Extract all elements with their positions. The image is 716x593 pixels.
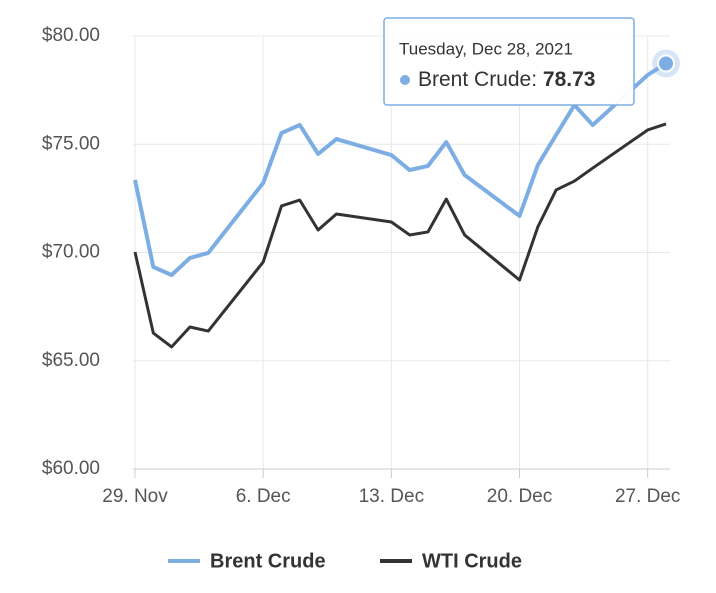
legend-label: Brent Crude: [210, 550, 326, 572]
hover-point: [657, 54, 675, 73]
tooltip-series: Brent Crude:: [418, 68, 537, 91]
y-tick-label: $65.00: [42, 350, 100, 371]
x-tick-label: 6. Dec: [236, 486, 291, 507]
series-line: [133, 61, 668, 278]
lines: [133, 49, 680, 349]
y-tick-label: $75.00: [42, 133, 100, 154]
legend-label: WTI Crude: [422, 550, 522, 572]
tooltip-marker: [400, 75, 410, 85]
x-tick-label: 20. Dec: [487, 486, 552, 507]
y-tick-label: $80.00: [42, 25, 100, 46]
tooltip-label: Brent Crude: 78.73: [418, 68, 595, 91]
legend: Brent Crude WTI Crude: [168, 550, 522, 572]
y-tick-label: $70.00: [42, 242, 100, 263]
y-tick-label: $60.00: [42, 458, 100, 479]
tooltip-value: 78.73: [543, 68, 596, 91]
x-tick-label: 29. Nov: [102, 486, 168, 507]
tooltip-title: Tuesday, Dec 28, 2021: [399, 39, 573, 58]
series-line: [133, 122, 667, 349]
x-tick-label: 27. Dec: [615, 486, 680, 507]
tooltip-box: [383, 17, 635, 106]
x-tick-label: 13. Dec: [359, 486, 424, 507]
tooltip: Tuesday, Dec 28, 2021 Brent Crude: 78.73: [383, 17, 635, 106]
